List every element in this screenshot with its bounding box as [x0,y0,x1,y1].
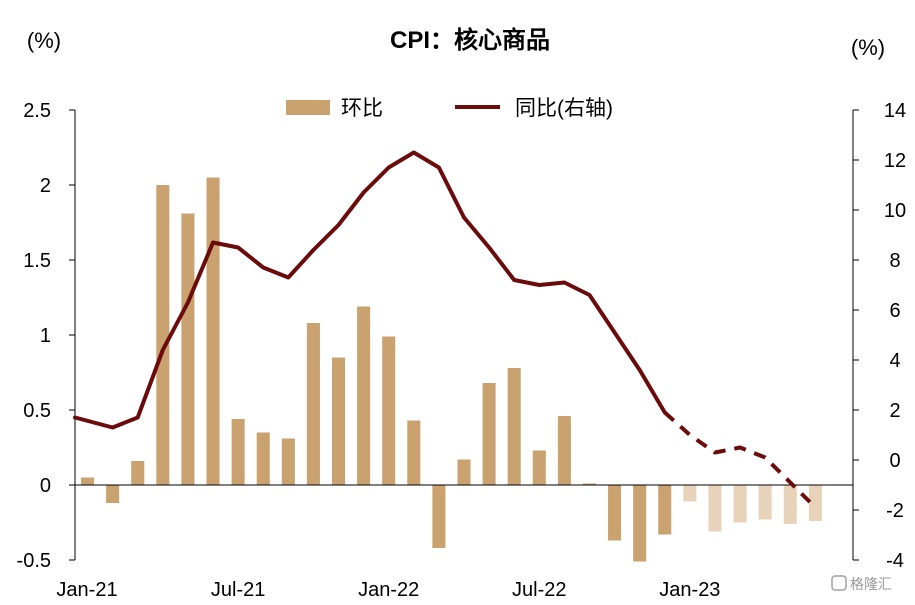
x-tick-label: Jul-21 [211,579,265,601]
bar-mom-2023-01 [683,485,697,502]
bar-mom-2021-07 [231,419,245,485]
left-axis-ticks: -0.5 0 0.5 1 1.5 2 2.5 [17,100,75,572]
left-tick-label: 1.5 [23,250,51,272]
legend-label-yoy: 同比(右轴) [515,97,613,120]
bar-mom-2021-09 [281,438,295,485]
right-tick-label: 6 [889,300,900,322]
left-tick-label: 1 [40,325,51,347]
bar-mom-2022-07 [532,450,546,485]
right-tick-label: 8 [889,250,900,272]
bar-mom-2023-02 [708,485,722,532]
bar-mom-2021-03 [131,461,145,485]
legend-swatch-mom [286,100,330,115]
right-tick-label: 14 [884,100,906,122]
bar-mom-2022-08 [557,416,571,485]
bar-mom-2021-12 [357,306,371,485]
bar-mom-2023-05 [783,485,797,524]
right-axis-unit: (%) [851,35,885,60]
bar-mom-2021-01 [81,477,95,485]
right-tick-label: 0 [889,450,900,472]
line-yoy-forecast [663,411,817,509]
bar-mom-2022-12 [658,485,672,535]
left-tick-label: 0 [40,475,51,497]
x-tick-label: Jan-21 [56,579,117,601]
bar-series-mom [81,177,822,562]
left-axis-unit: (%) [27,28,61,53]
left-tick-label: 2.5 [23,100,51,122]
bar-mom-2022-11 [633,485,647,562]
bar-mom-2022-01 [382,336,396,485]
right-tick-label: 12 [884,150,906,172]
left-tick-label: 2 [40,175,51,197]
bar-mom-2022-05 [482,383,496,485]
right-tick-label: -4 [886,550,904,572]
watermark-logo: 格隆汇 [831,575,892,593]
bar-mom-2021-04 [156,185,170,485]
right-axis-ticks: -4 -2 0 2 4 6 8 10 12 14 [853,100,906,572]
x-tick-label: Jan-22 [358,579,419,601]
bar-mom-2023-06 [808,485,822,521]
bar-mom-2021-11 [331,357,346,485]
right-tick-label: 10 [884,200,906,222]
bar-mom-2022-02 [407,420,421,485]
bar-mom-2022-10 [608,485,622,541]
bar-mom-2022-09 [582,483,597,485]
right-tick-label: 2 [889,400,900,422]
bar-mom-2021-06 [206,177,220,485]
right-tick-label: -2 [886,500,904,522]
bar-mom-2023-04 [758,485,772,520]
bar-mom-2021-05 [181,213,195,485]
line-series-yoy [73,150,817,509]
left-tick-label: 0.5 [23,400,51,422]
x-tick-label: Jul-22 [512,579,566,601]
bar-mom-2021-02 [106,485,120,503]
legend-label-mom: 环比 [341,97,383,120]
legend: 环比 同比(右轴) [286,97,613,120]
line-yoy-actual [73,150,667,430]
watermark-text: 格隆汇 [850,577,892,593]
bar-mom-2023-03 [733,485,747,523]
bar-mom-2022-03 [432,485,446,548]
bar-mom-2022-04 [457,459,471,485]
right-tick-label: 4 [889,350,900,372]
bar-mom-2021-08 [256,432,270,485]
bar-mom-2022-06 [507,368,521,485]
x-axis-ticks: Jan-21 Jul-21 Jan-22 Jul-22 Jan-23 [56,579,720,601]
x-tick-label: Jan-23 [659,579,720,601]
bar-mom-2021-10 [306,323,320,485]
left-tick-label: -0.5 [17,550,51,572]
chart-title: CPI：核心商品 [390,26,550,54]
